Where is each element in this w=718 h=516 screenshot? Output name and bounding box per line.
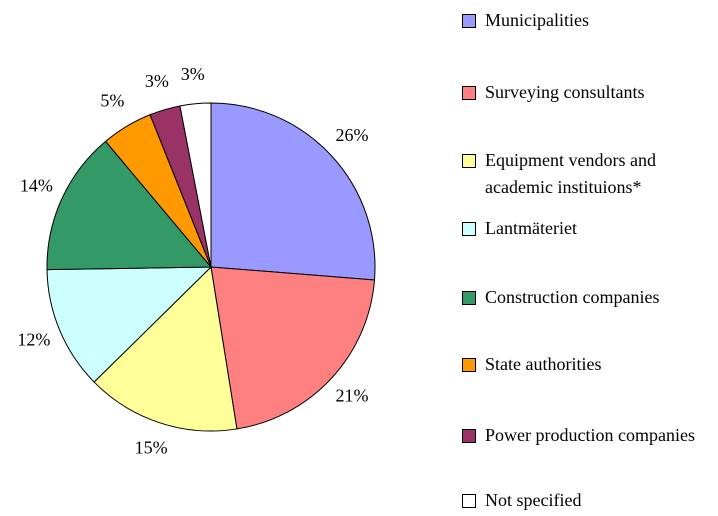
legend-swatch bbox=[462, 154, 476, 168]
data-label: 26% bbox=[336, 125, 369, 145]
legend-swatch bbox=[462, 86, 476, 100]
legend-entry: Not specified bbox=[462, 487, 718, 514]
legend-label: Construction companies bbox=[485, 287, 660, 307]
pie-slice bbox=[179, 102, 212, 268]
legend-entry: Municipalities bbox=[462, 7, 718, 34]
legend-entry: State authorities bbox=[462, 351, 718, 378]
legend-swatch bbox=[462, 358, 476, 372]
data-label: 14% bbox=[20, 175, 53, 195]
legend-swatch bbox=[462, 222, 476, 236]
legend-entry: Surveying consultants bbox=[462, 79, 718, 106]
legend-label: Not specified bbox=[485, 490, 582, 510]
legend-swatch bbox=[462, 429, 476, 443]
data-label: 5% bbox=[100, 90, 124, 110]
pie-slice bbox=[210, 266, 376, 430]
pie-slice bbox=[46, 266, 213, 383]
chart: 26% 21% 15% 12% 14% 5% 3% 3% bbox=[17, 64, 376, 458]
legend-entry: Lantmäteriet bbox=[462, 215, 718, 242]
legend-label: Municipalities bbox=[485, 10, 589, 30]
data-label: 3% bbox=[181, 64, 205, 84]
legend-label: State authorities bbox=[485, 354, 602, 374]
legend-swatch bbox=[462, 494, 476, 508]
legend-entry: Equipment vendors and academic instituio… bbox=[462, 147, 718, 201]
legend-entry: Power production companies bbox=[462, 422, 718, 449]
data-label: 12% bbox=[17, 329, 50, 349]
data-label: 3% bbox=[145, 71, 169, 91]
data-label: 15% bbox=[135, 438, 168, 458]
legend-label: Surveying consultants bbox=[485, 82, 645, 102]
legend-swatch bbox=[462, 291, 476, 305]
legend-label: Power production companies bbox=[485, 425, 695, 445]
legend-entry: Construction companies bbox=[462, 284, 718, 311]
data-label: 21% bbox=[336, 385, 369, 405]
legend-label: Equipment vendors and academic instituio… bbox=[485, 150, 656, 197]
pie-slice bbox=[210, 102, 376, 281]
pie-slice bbox=[93, 265, 238, 432]
legend-label: Lantmäteriet bbox=[485, 218, 577, 238]
pie-slice bbox=[46, 140, 213, 271]
legend-swatch bbox=[462, 14, 476, 28]
